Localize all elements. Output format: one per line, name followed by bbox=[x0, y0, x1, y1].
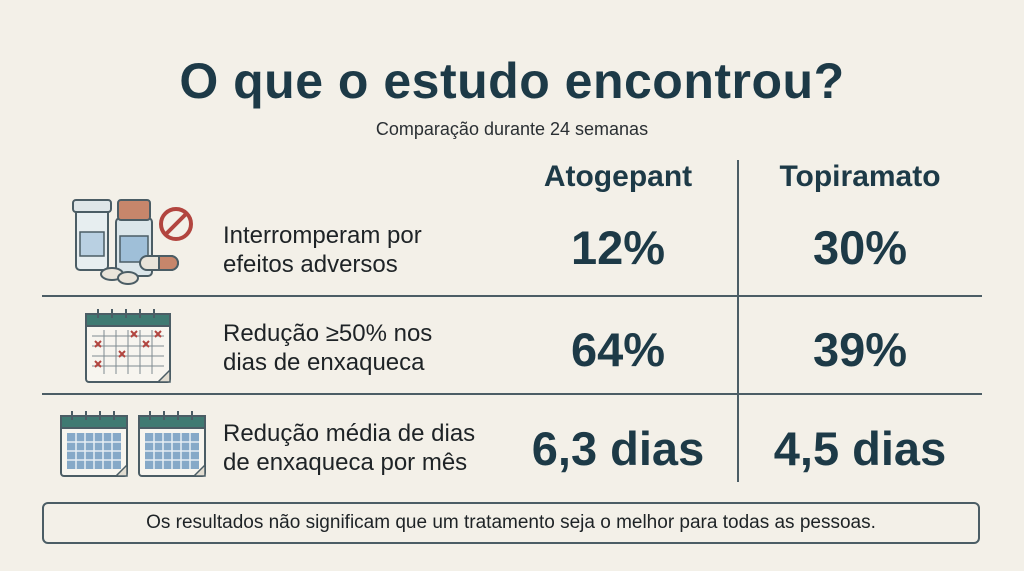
column-header-atogepant: Atogepant bbox=[543, 160, 693, 193]
value-topiramato-reduction-50: 39% bbox=[812, 323, 908, 376]
medication-bottles-prohibited-icon bbox=[70, 194, 205, 291]
column-divider bbox=[737, 160, 739, 482]
row-label-line: de enxaqueca por mês bbox=[223, 449, 468, 476]
value-topiramato-discontinued: 30% bbox=[812, 221, 908, 274]
row-label-line: dias de enxaqueca bbox=[223, 349, 425, 376]
row-label-line: Redução média de dias bbox=[223, 420, 476, 447]
disclaimer-text: Os resultados não significam que um trat… bbox=[146, 512, 876, 533]
row-label-line: Interromperam por bbox=[223, 222, 422, 249]
row-label-mean-reduction: Redução média de dias de enxaqueca por m… bbox=[223, 419, 503, 477]
value-topiramato-mean-reduction: 4,5 dias bbox=[773, 422, 947, 475]
disclaimer-box: Os resultados não significam que um trat… bbox=[42, 502, 980, 544]
value-atogepant-mean-reduction: 6,3 dias bbox=[531, 422, 705, 475]
page-title: O que o estudo encontrou? bbox=[179, 53, 845, 109]
column-header-topiramato: Topiramato bbox=[779, 160, 941, 193]
row-label-discontinued: Interromperam por efeitos adversos bbox=[223, 221, 503, 279]
calendar-marked-days-icon bbox=[80, 306, 176, 391]
two-calendars-icon bbox=[58, 410, 208, 485]
value-atogepant-discontinued: 12% bbox=[570, 221, 666, 274]
page-subtitle: Comparação durante 24 semanas bbox=[375, 119, 649, 139]
row-label-reduction-50: Redução ≥50% nos dias de enxaqueca bbox=[223, 319, 503, 377]
row-label-line: efeitos adversos bbox=[223, 251, 398, 278]
row-divider bbox=[42, 393, 982, 395]
row-label-line: Redução ≥50% nos bbox=[223, 320, 433, 347]
row-divider bbox=[42, 295, 982, 297]
value-atogepant-reduction-50: 64% bbox=[570, 323, 666, 376]
